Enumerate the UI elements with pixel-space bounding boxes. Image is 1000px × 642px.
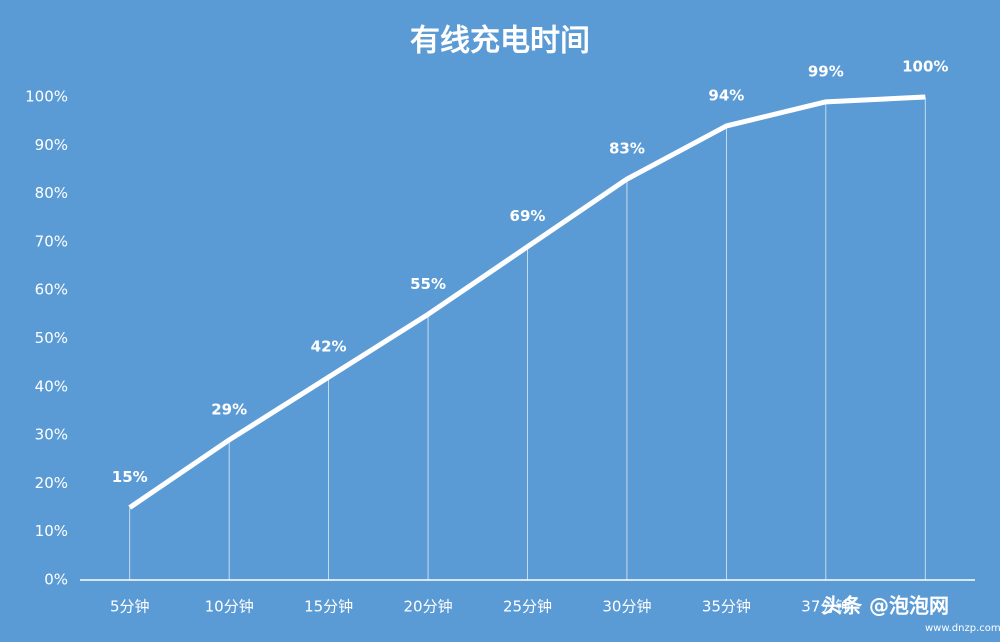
- y-tick-label: 70%: [35, 232, 68, 250]
- y-tick-label: 100%: [25, 88, 68, 106]
- y-tick-label: 80%: [35, 184, 68, 202]
- value-label: 99%: [808, 62, 844, 80]
- data-line: [128, 94, 926, 510]
- x-tick-label: 15分钟: [304, 598, 353, 616]
- x-tick-label: 10分钟: [205, 598, 254, 616]
- y-tick-label: 90%: [35, 136, 68, 154]
- y-tick-label: 60%: [35, 281, 68, 299]
- y-tick-label: 50%: [35, 329, 68, 347]
- value-label: 69%: [510, 207, 546, 225]
- y-tick-label: 40%: [35, 377, 68, 395]
- x-tick-label: 30分钟: [602, 598, 651, 616]
- x-tick-label: 25分钟: [503, 598, 552, 616]
- value-label: 29%: [211, 400, 247, 418]
- y-tick-label: 10%: [35, 522, 68, 540]
- value-label: 94%: [708, 86, 744, 104]
- x-tick-label: 37分钟: [801, 598, 850, 616]
- y-tick-label: 0%: [44, 571, 68, 589]
- y-tick-label: 30%: [35, 426, 68, 444]
- value-label: 55%: [410, 275, 446, 293]
- value-label: 100%: [902, 58, 948, 76]
- x-tick-label: 20分钟: [404, 598, 453, 616]
- x-tick-label: 5分钟: [110, 598, 150, 616]
- watermark-url: www.dnzp.com: [925, 623, 1000, 634]
- watermark: 头条 @泡泡网: [822, 594, 949, 618]
- value-label: 15%: [112, 468, 148, 486]
- value-label: 42%: [311, 338, 347, 356]
- chart-title: 有线充电时间: [410, 24, 590, 59]
- value-label: 83%: [609, 140, 645, 158]
- y-tick-label: 20%: [35, 474, 68, 492]
- x-tick-label: 35分钟: [702, 598, 751, 616]
